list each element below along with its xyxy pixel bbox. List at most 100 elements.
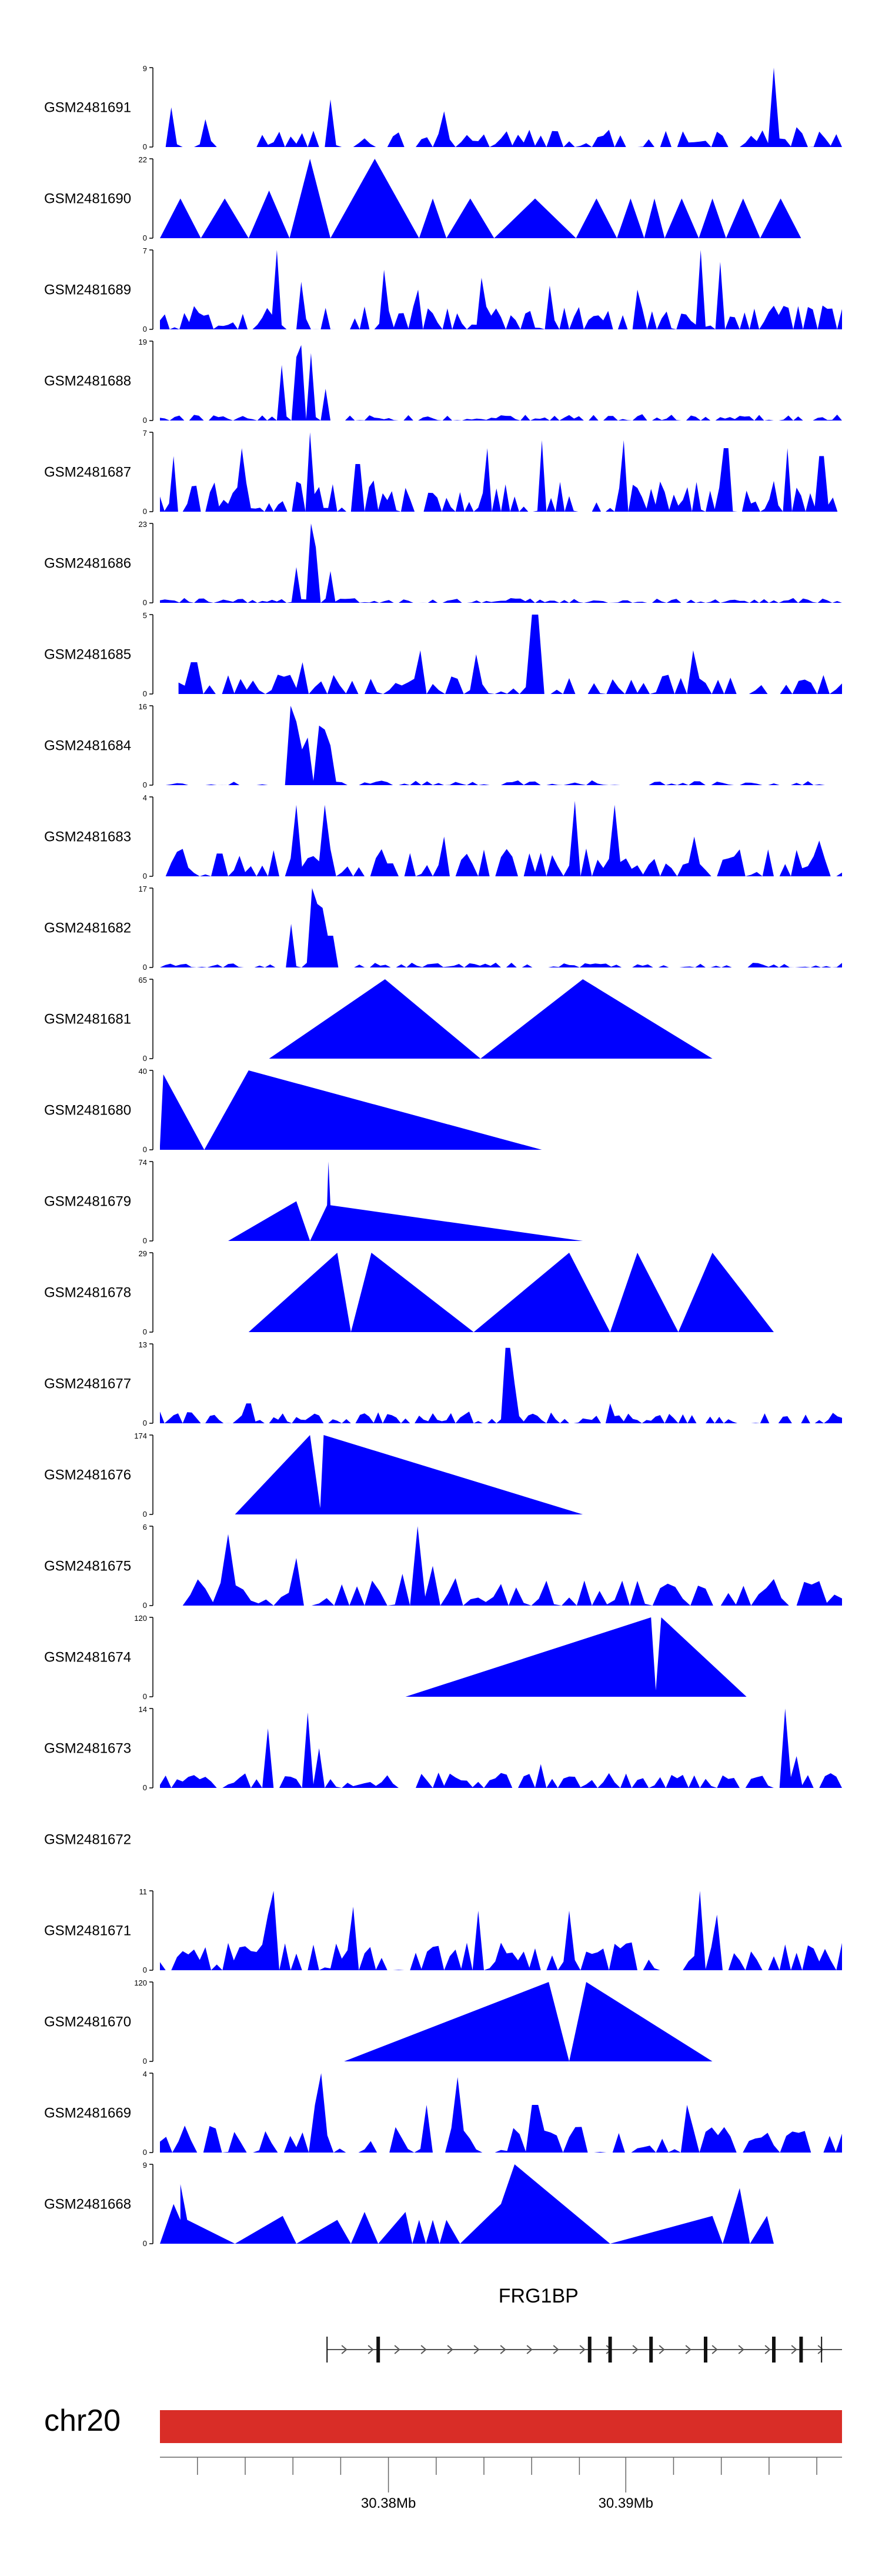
strand-arrow: [632, 2345, 639, 2354]
y-axis-min-label: 0: [143, 963, 147, 972]
y-axis-min-label: 0: [143, 1419, 147, 1427]
y-axis-max-label: 74: [139, 1158, 147, 1167]
strand-arrow: [341, 2345, 348, 2354]
track-label: GSM2481680: [44, 1103, 131, 1119]
track-label: GSM2481687: [44, 465, 131, 481]
y-axis-max-label: 29: [139, 1249, 147, 1258]
track-label: GSM2481669: [44, 2105, 131, 2121]
coverage-peak: [248, 191, 290, 238]
coverage-peak: [289, 159, 330, 238]
coverage-peak: [419, 198, 447, 238]
coverage-peak: [201, 198, 249, 238]
y-axis-min-label: 0: [143, 2239, 147, 2248]
track-GSM2481668: GSM2481668 9 0: [44, 2161, 801, 2248]
coverage-area: [160, 888, 842, 967]
y-axis-max-label: 7: [143, 429, 147, 438]
track-GSM2481684: GSM2481684 16 0: [44, 702, 842, 789]
y-axis-max-label: 120: [134, 1978, 147, 1987]
track-label: GSM2481688: [44, 373, 131, 389]
gene-name-label: FRG1BP: [499, 2285, 579, 2307]
track-label: GSM2481686: [44, 556, 131, 572]
y-axis-max-label: 5: [143, 611, 147, 620]
y-axis-max-label: 4: [143, 793, 147, 802]
track-label: GSM2481668: [44, 2197, 131, 2213]
track-GSM2481677: GSM2481677 13 0: [44, 1340, 842, 1427]
track-GSM2481676: GSM2481676 174 0: [44, 1432, 583, 1519]
y-axis-min-label: 0: [143, 325, 147, 333]
y-axis-min-label: 0: [143, 507, 147, 516]
strand-arrow: [447, 2345, 453, 2354]
y-axis-min-label: 0: [143, 689, 147, 698]
track-label: GSM2481681: [44, 1012, 131, 1027]
track-label: GSM2481670: [44, 2014, 131, 2030]
track-label: GSM2481685: [44, 647, 131, 663]
track-GSM2481670: GSM2481670 120 0: [44, 1978, 713, 2066]
track-label: GSM2481679: [44, 1194, 131, 1210]
gene-exon: [649, 2337, 653, 2363]
y-axis-max-label: 23: [139, 520, 147, 529]
track-label: GSM2481672: [44, 1832, 131, 1848]
track-GSM2481669: GSM2481669 4 0: [44, 2070, 842, 2157]
track-GSM2481688: GSM2481688 19 0: [44, 338, 842, 425]
track-GSM2481680: GSM2481680 40 0: [44, 1067, 542, 1154]
coverage-peak: [617, 198, 644, 238]
track-label: GSM2481674: [44, 1650, 131, 1666]
genome-axis: 30.38Mb 30.39Mb: [160, 2457, 842, 2511]
coverage-peak: [160, 198, 201, 238]
strand-arrow: [738, 2345, 744, 2354]
track-GSM2481672: GSM2481672: [44, 1832, 131, 1848]
track-label: GSM2481671: [44, 1923, 131, 1939]
coverage-area: [160, 1070, 542, 1150]
y-axis-min-label: 0: [143, 1510, 147, 1519]
strand-arrow: [791, 2345, 797, 2354]
coverage-peak: [760, 198, 801, 238]
y-axis-min-label: 0: [143, 1783, 147, 1792]
chromosome-band: [160, 2410, 842, 2443]
track-GSM2481675: GSM2481675 6 0: [44, 1523, 843, 1610]
track-GSM2481691: GSM2481691 9 0: [44, 64, 842, 151]
track-GSM2481687: GSM2481687 7 0: [44, 429, 842, 516]
coverage-area: [160, 1891, 842, 1970]
coverage-area: [160, 345, 842, 421]
strand-arrow: [526, 2345, 533, 2354]
coverage-area: [160, 2073, 842, 2153]
coverage-area: [160, 523, 842, 603]
strand-arrow: [473, 2345, 480, 2354]
y-axis-min-label: 0: [143, 598, 147, 607]
track-label: GSM2481689: [44, 282, 131, 298]
track-label: GSM2481675: [44, 1559, 131, 1574]
y-axis-max-label: 19: [139, 338, 147, 346]
y-axis-min-label: 0: [143, 1054, 147, 1063]
y-axis-min-label: 0: [143, 416, 147, 425]
coverage-area: [269, 979, 713, 1059]
strand-arrow: [659, 2345, 665, 2354]
gene-exon: [704, 2337, 707, 2363]
track-label: GSM2481682: [44, 920, 131, 936]
coverage-area: [248, 1253, 774, 1332]
track-label: GSM2481677: [44, 1376, 131, 1392]
y-axis-max-label: 13: [139, 1340, 147, 1349]
gene-exon: [587, 2337, 592, 2363]
y-axis-max-label: 14: [139, 1705, 147, 1714]
strand-arrow: [394, 2345, 400, 2354]
y-axis-max-label: 40: [139, 1067, 147, 1076]
axis-tick-label: 30.38Mb: [361, 2495, 416, 2511]
track-GSM2481685: GSM2481685 5 0: [44, 611, 843, 698]
coverage-peak: [330, 159, 419, 238]
track-GSM2481683: GSM2481683 4 0: [44, 793, 842, 880]
track-GSM2481690: GSM2481690 22 0: [44, 155, 801, 242]
track-GSM2481671: GSM2481671 11 0: [44, 1887, 842, 1974]
y-axis-max-label: 120: [134, 1614, 147, 1623]
y-axis-max-label: 6: [143, 1523, 147, 1531]
coverage-area: [235, 1435, 583, 1514]
track-GSM2481674: GSM2481674 120 0: [44, 1614, 747, 1701]
y-axis-min-label: 0: [143, 780, 147, 789]
y-axis-max-label: 174: [134, 1432, 147, 1440]
coverage-area: [405, 1617, 747, 1697]
y-axis-min-label: 0: [143, 2148, 147, 2157]
coverage-peak: [726, 198, 760, 238]
gene-exon: [326, 2337, 328, 2363]
gene-track: FRG1BP: [326, 2285, 842, 2363]
signal-tracks: GSM248169190GSM2481690220GSM248168970GSM…: [44, 64, 843, 2248]
